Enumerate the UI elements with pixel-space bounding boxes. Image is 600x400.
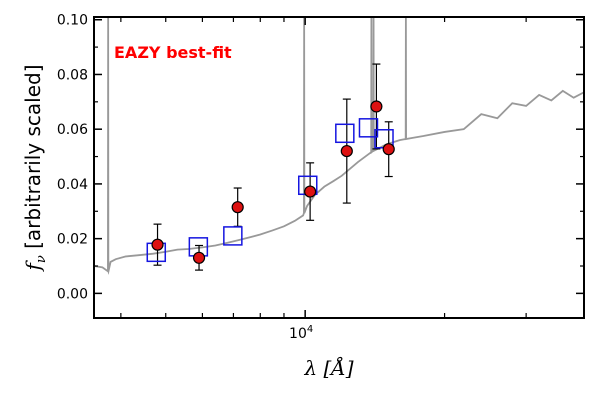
y-axis-label: fν [arbitrarily scaled] [21, 64, 49, 272]
y-tick-label: 0.02 [57, 232, 88, 248]
x-tick-label-exponent: 4 [307, 324, 313, 335]
model-flux-point [223, 226, 243, 246]
observed-point [340, 144, 353, 158]
y-tick-label: 0.04 [57, 177, 88, 193]
y-tick-label: 0.06 [57, 122, 88, 138]
annotation-label: EAZY best-fit [114, 43, 232, 62]
x-tick-label: 104 [289, 324, 313, 342]
observed-flux-markers [151, 100, 395, 264]
plot-frame [93, 16, 585, 319]
observed-point [192, 251, 206, 264]
model-flux-point [335, 123, 355, 144]
model-flux-markers [146, 118, 394, 263]
y-axis-label-subscript: ν [34, 255, 49, 263]
x-tick-label-base: 10 [289, 326, 307, 342]
y-tick-labels: 0.00 0.02 0.04 0.06 0.08 0.10 [57, 13, 88, 303]
observed-point [231, 201, 244, 214]
observed-point [304, 185, 317, 198]
svg-text:fν [arbitrarily scaled]: fν [arbitrarily scaled] [21, 64, 49, 272]
axis-ticks [94, 17, 584, 318]
observed-point [382, 143, 395, 156]
x-axis-label: λ [Å] [303, 355, 353, 380]
y-tick-label: 0.00 [57, 286, 88, 302]
observed-point [151, 238, 164, 251]
x-tick-labels: 104 [289, 324, 313, 342]
y-axis-label-text: [arbitrarily scaled] [21, 64, 45, 255]
y-tick-label: 0.08 [57, 67, 88, 83]
observed-point [370, 100, 383, 113]
model-flux-point [358, 118, 379, 138]
y-tick-label: 0.10 [57, 13, 88, 29]
